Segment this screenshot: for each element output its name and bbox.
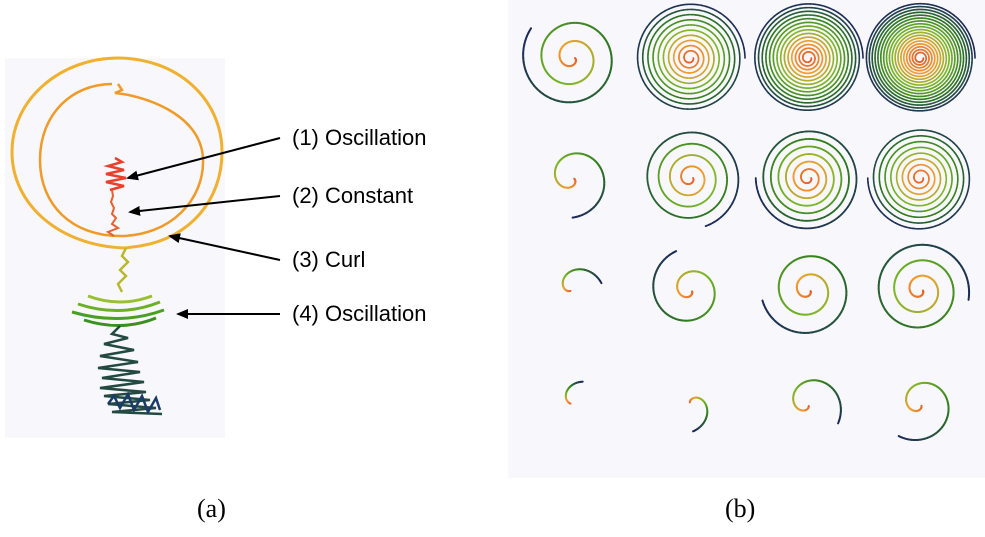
spiral-stroke <box>659 10 666 15</box>
spiral-stroke <box>571 215 578 219</box>
oscillation-segment-4 <box>71 294 165 328</box>
stem-segment <box>116 247 130 293</box>
spiral-stroke <box>736 29 741 36</box>
constant-segment <box>105 189 121 237</box>
spiral-stroke <box>726 17 732 24</box>
tail-end-segment <box>107 391 162 415</box>
spiral-stroke <box>743 47 746 54</box>
panel-a: (1) Oscillation (2) Constant (3) Curl (4… <box>5 56 426 523</box>
spiral-stroke <box>837 11 843 17</box>
panel-a-caption: (a) <box>197 494 226 523</box>
spiral-stroke <box>766 18 772 24</box>
spiral-stroke <box>723 14 729 20</box>
panel-b: (b) <box>508 0 985 523</box>
spiral-stroke <box>777 9 784 14</box>
spiral-stroke <box>841 14 847 20</box>
callout-arrow-2 <box>128 195 281 216</box>
spiral-stroke <box>677 4 684 7</box>
spiral-stroke <box>858 37 862 45</box>
spiral-stroke <box>860 42 863 50</box>
spiral-stroke <box>823 5 831 9</box>
spiral-stroke <box>790 4 797 8</box>
spiral-stroke <box>795 3 802 7</box>
spiral-grid <box>522 2 976 442</box>
inner-curl-ring <box>38 82 205 238</box>
spiral-stroke <box>819 4 826 8</box>
callout-label-4: (4) Oscillation <box>292 301 426 326</box>
spiral-stroke <box>738 33 743 40</box>
spiral-stroke <box>851 25 856 31</box>
spiral-stroke <box>856 33 861 40</box>
spiral-stroke <box>861 47 864 54</box>
spiral-cell <box>865 2 976 112</box>
spiral-stroke <box>696 3 703 7</box>
spiral-stroke <box>599 279 603 285</box>
spiral-stroke <box>740 37 744 45</box>
callout-arrow-1 <box>126 137 281 181</box>
callout-arrows <box>126 137 281 319</box>
spiral-stroke <box>761 25 766 32</box>
callout-label-1: (1) Oscillation <box>292 125 426 150</box>
oscillation-segment-1 <box>103 156 127 192</box>
spiral-stroke <box>741 42 745 50</box>
callout-arrow-3 <box>168 233 281 261</box>
spiral-stroke <box>844 17 850 23</box>
outer-curl-ring <box>10 56 224 250</box>
spiral-stroke <box>701 4 708 8</box>
spiral-stroke <box>705 5 713 10</box>
spiral-stroke <box>854 29 859 36</box>
spiral-stroke <box>730 21 735 27</box>
spiral-stroke <box>781 7 788 12</box>
spiral-stroke <box>814 3 821 6</box>
spiral-stroke <box>773 12 780 17</box>
spiral-stroke <box>710 7 717 12</box>
callout-label-3: (3) Curl <box>292 247 365 272</box>
callout-label-2: (2) Constant <box>292 183 413 208</box>
spiral-stroke <box>719 11 725 17</box>
spiral-stroke <box>714 9 721 14</box>
spiral-cell <box>522 21 613 104</box>
spiral-stroke <box>832 9 839 14</box>
spiral-stroke <box>733 25 738 31</box>
spiral-stroke <box>761 299 765 306</box>
spiral-stroke <box>786 5 793 10</box>
spiral-stroke <box>682 3 689 6</box>
spiral-cell <box>754 3 864 112</box>
spiral-stroke <box>848 21 854 27</box>
spiral-stroke <box>527 27 533 34</box>
spiral-stroke <box>828 7 835 11</box>
spiral-cell <box>636 3 746 110</box>
